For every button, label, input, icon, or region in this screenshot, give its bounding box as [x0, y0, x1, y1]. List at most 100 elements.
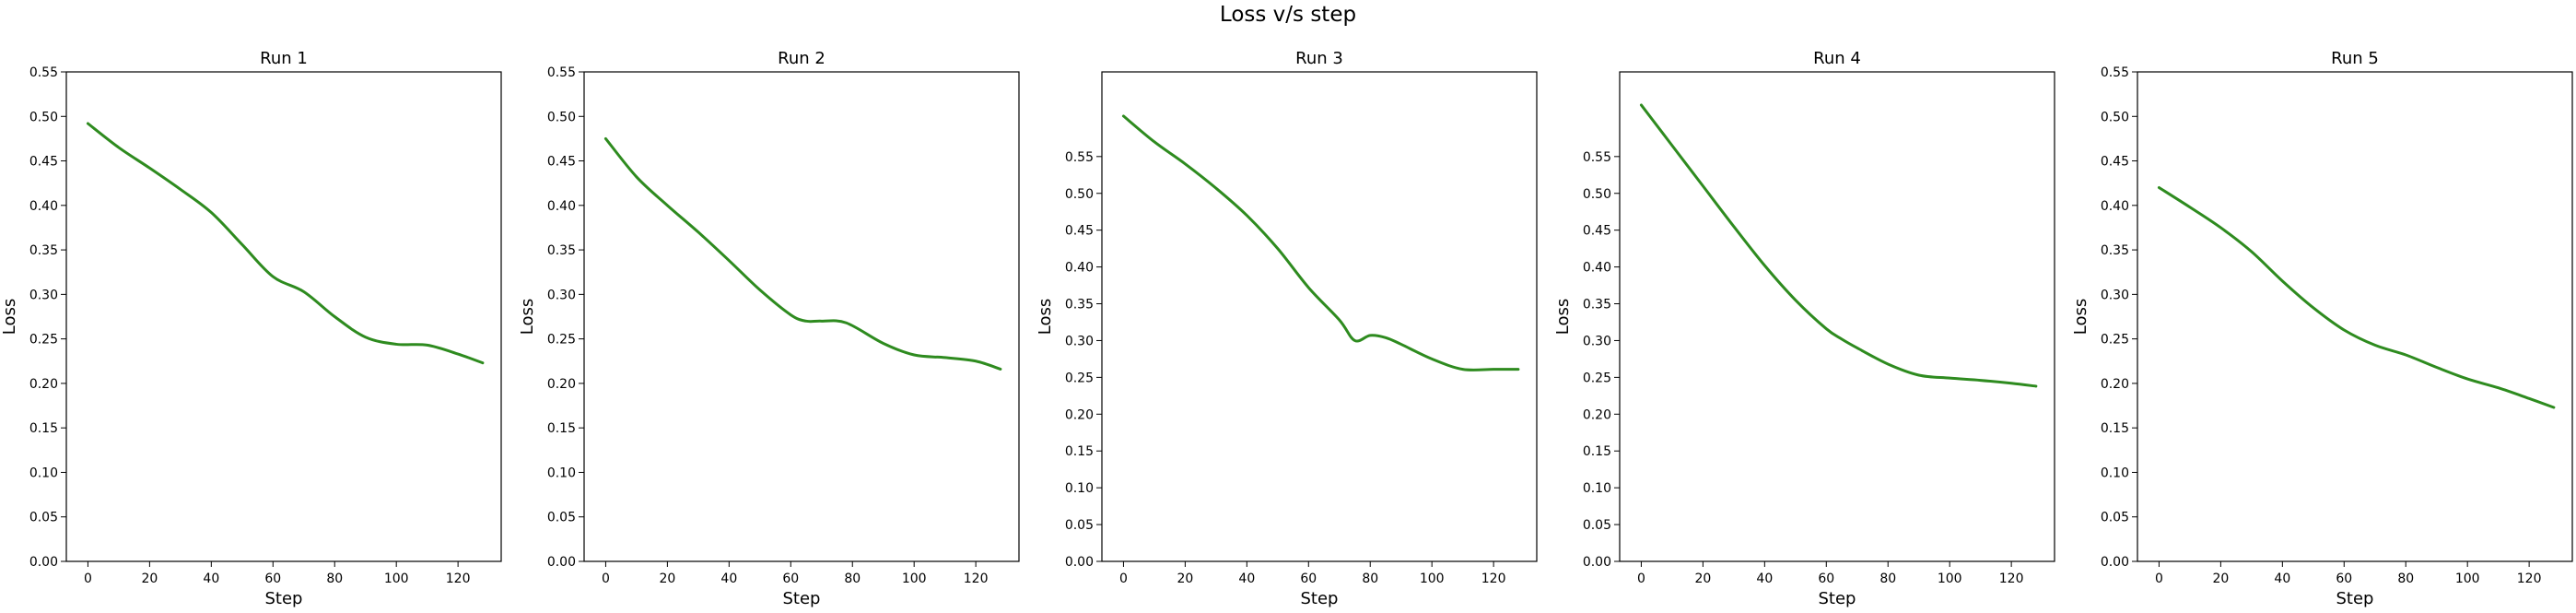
loss-line: [86, 122, 485, 365]
x-tick-label: 100: [1420, 572, 1445, 586]
y-tick-label: 0.05: [2101, 511, 2129, 525]
x-tick-label: 20: [1694, 572, 1711, 586]
y-tick-label: 0.35: [2101, 243, 2129, 258]
y-tick-label: 0.15: [2101, 421, 2129, 436]
loss-line: [603, 136, 1002, 371]
x-tick-label: 0: [602, 572, 610, 586]
y-tick-label: 0.25: [2101, 333, 2129, 348]
x-tick-label: 80: [2397, 572, 2414, 586]
x-tick-label: 80: [1879, 572, 1896, 586]
y-tick-label: 0.25: [1065, 371, 1094, 385]
y-axis-label: Loss: [2071, 299, 2090, 335]
y-tick-label: 0.20: [1065, 407, 1094, 422]
x-tick-label: 20: [141, 572, 158, 586]
y-tick-label: 0.45: [1583, 224, 1611, 239]
y-axis-label: Loss: [1553, 299, 1573, 335]
subplot-5: Run 5 0 20 40 60 80 100 120 0.00 0.05 0.10 0.15 0.20…: [2071, 49, 2573, 608]
y-tick-label: 0.05: [1583, 518, 1611, 533]
x-tick-label: 60: [264, 572, 281, 586]
x-tick-label: 100: [384, 572, 409, 586]
figure-title: Loss v/s step: [1219, 3, 1357, 27]
x-tick-label: 60: [782, 572, 799, 586]
y-tick-label: 0.25: [29, 333, 58, 348]
y-tick-label: 0.45: [1065, 224, 1094, 239]
x-tick-label: 100: [1938, 572, 1962, 586]
y-axis-label: Loss: [0, 299, 19, 335]
y-tick-label: 0.50: [1065, 187, 1094, 202]
y-tick-label: 0.00: [29, 555, 58, 570]
subplot-title: Run 3: [1295, 49, 1343, 68]
y-tick-label: 0.15: [1065, 444, 1094, 459]
x-tick-label: 120: [1481, 572, 1506, 586]
subplot-3: Run 3 0 20 40 60 80 100 120 0.00 0.05 0.10 0.15 0.20…: [1036, 49, 1538, 608]
y-tick-label: 0.50: [1583, 187, 1611, 202]
axes-frame: [583, 71, 1020, 562]
axes-frame: [2137, 71, 2573, 562]
y-tick-label: 0.55: [1065, 150, 1094, 165]
y-tick-label: 0.55: [29, 65, 58, 80]
y-tick-label: 0.40: [29, 199, 58, 214]
y-tick-label: 0.45: [547, 155, 576, 170]
axes-frame: [1619, 71, 2055, 562]
y-tick-label: 0.20: [29, 377, 58, 392]
y-tick-label: 0.30: [2101, 288, 2129, 302]
y-tick-label: 0.00: [2101, 555, 2129, 570]
y-tick-label: 0.30: [1583, 334, 1611, 348]
subplot-4: Run 4 0 20 40 60 80 100 120 0.00 0.05 0.10 0.15 0.20…: [1553, 49, 2055, 608]
y-tick-label: 0.40: [547, 199, 576, 214]
x-tick-label: 20: [1177, 572, 1193, 586]
x-axis-label: Step: [783, 589, 821, 608]
subplot-title: Run 4: [1813, 49, 1861, 68]
x-tick-label: 40: [720, 572, 737, 586]
y-tick-label: 0.00: [547, 555, 576, 570]
y-tick-label: 0.10: [29, 466, 58, 480]
y-axis-label: Loss: [1036, 299, 1055, 335]
x-tick-label: 40: [1756, 572, 1773, 586]
y-tick-label: 0.15: [1583, 444, 1611, 459]
axes-frame: [1101, 71, 1538, 562]
x-tick-label: 60: [2336, 572, 2352, 586]
y-tick-label: 0.55: [2101, 65, 2129, 80]
y-tick-label: 0.10: [1065, 481, 1094, 496]
x-tick-label: 40: [2274, 572, 2290, 586]
y-tick-label: 0.25: [1583, 371, 1611, 385]
y-tick-label: 0.30: [29, 288, 58, 302]
y-tick-label: 0.10: [547, 466, 576, 480]
subplot-title: Run 5: [2331, 49, 2379, 68]
y-tick-label: 0.05: [29, 511, 58, 525]
y-tick-label: 0.20: [2101, 377, 2129, 392]
x-tick-label: 100: [2455, 572, 2480, 586]
x-tick-label: 80: [326, 572, 343, 586]
y-tick-label: 0.05: [547, 511, 576, 525]
x-tick-label: 20: [659, 572, 675, 586]
x-axis-label: Step: [2336, 589, 2374, 608]
subplot-1: Run 1 0 20 40 60 80 100 120 0.00 0.05 0.10 0.15 0.20…: [0, 49, 502, 608]
axes-frame: [65, 71, 502, 562]
loss-line: [2157, 186, 2556, 409]
x-tick-label: 40: [203, 572, 219, 586]
x-axis-label: Step: [265, 589, 303, 608]
x-tick-label: 40: [1238, 572, 1255, 586]
y-tick-label: 0.50: [2101, 110, 2129, 124]
y-tick-label: 0.50: [29, 110, 58, 124]
y-tick-label: 0.55: [547, 65, 576, 80]
y-tick-label: 0.40: [2101, 199, 2129, 214]
x-tick-label: 20: [2212, 572, 2229, 586]
x-tick-label: 0: [1637, 572, 1645, 586]
x-tick-label: 120: [2517, 572, 2542, 586]
x-tick-label: 0: [84, 572, 92, 586]
x-axis-label: Step: [1819, 589, 1856, 608]
y-tick-label: 0.15: [547, 421, 576, 436]
x-tick-label: 120: [1999, 572, 2024, 586]
y-tick-label: 0.00: [1065, 555, 1094, 570]
y-tick-label: 0.40: [1583, 261, 1611, 276]
x-tick-label: 120: [964, 572, 989, 586]
y-tick-label: 0.25: [547, 333, 576, 348]
loss-line: [1639, 103, 2038, 388]
y-tick-label: 0.35: [547, 243, 576, 258]
x-tick-label: 120: [446, 572, 471, 586]
y-tick-label: 0.50: [547, 110, 576, 124]
y-tick-label: 0.20: [1583, 407, 1611, 422]
x-tick-label: 80: [844, 572, 861, 586]
